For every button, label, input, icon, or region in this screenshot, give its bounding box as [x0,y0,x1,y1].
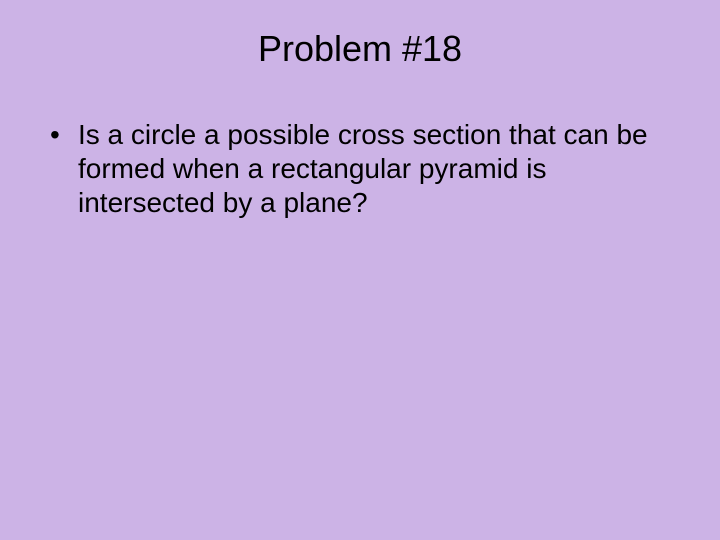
slide-title: Problem #18 [40,28,680,70]
bullet-item: Is a circle a possible cross section tha… [48,118,680,220]
bullet-list: Is a circle a possible cross section tha… [40,118,680,220]
slide: Problem #18 Is a circle a possible cross… [0,0,720,540]
bullet-text: Is a circle a possible cross section tha… [78,119,648,218]
